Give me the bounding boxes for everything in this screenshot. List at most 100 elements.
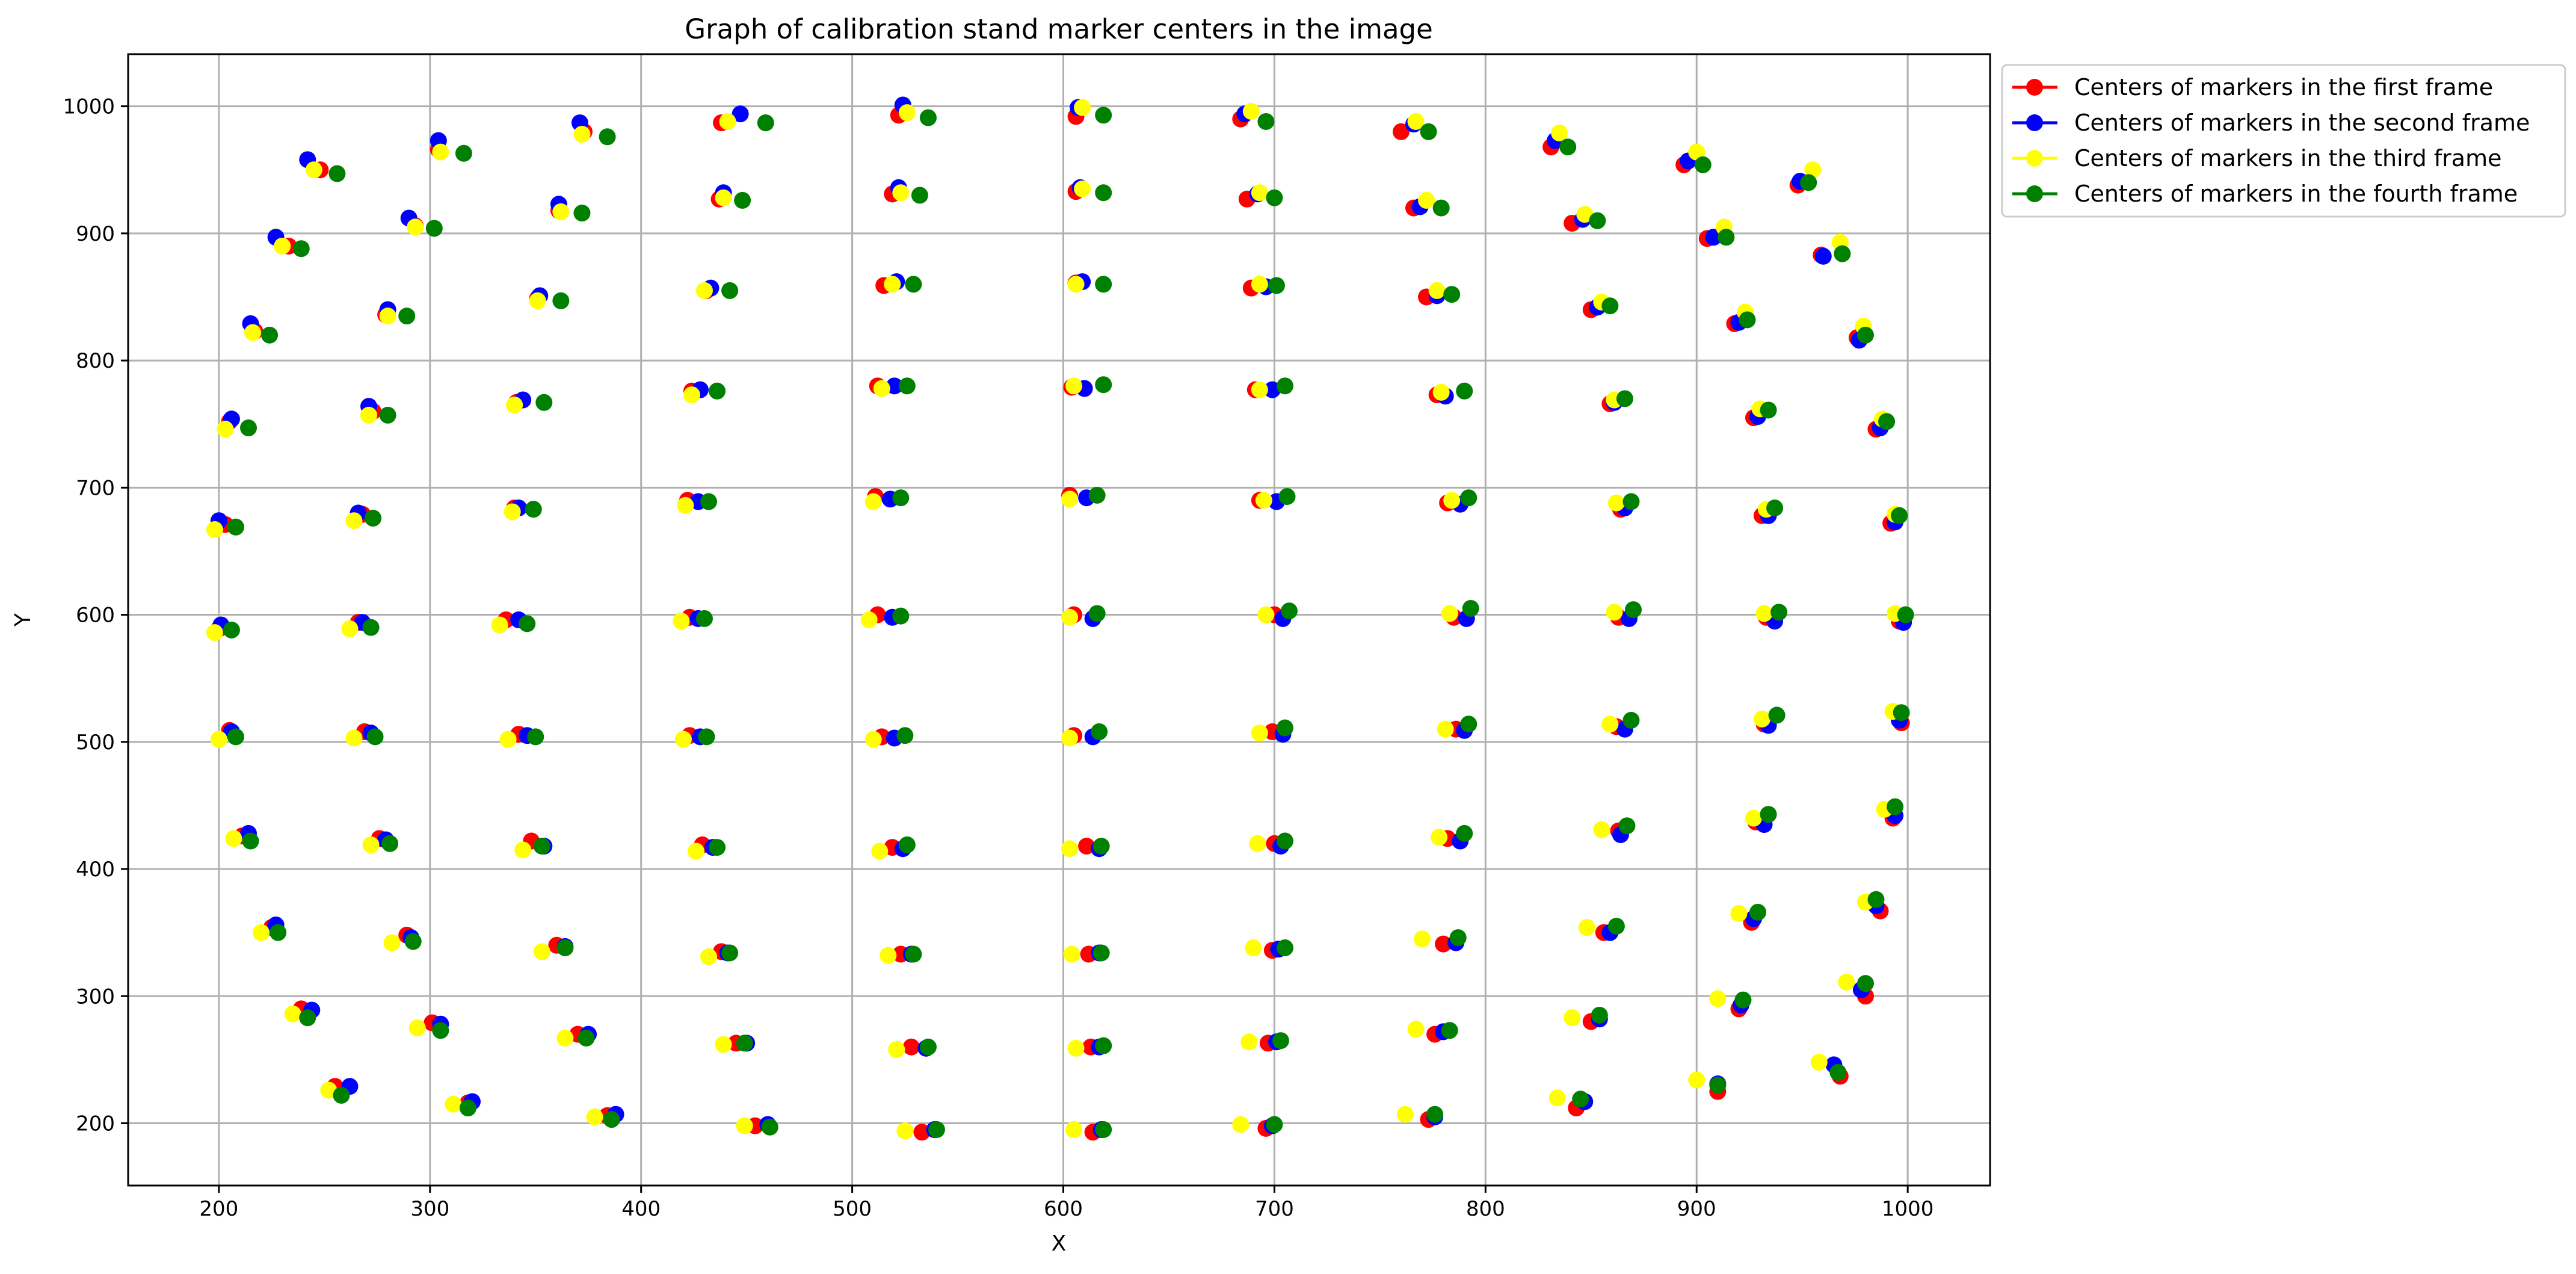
data-point bbox=[1893, 704, 1910, 722]
data-point bbox=[1891, 507, 1908, 524]
data-point bbox=[240, 419, 257, 437]
data-point bbox=[1418, 191, 1435, 209]
data-point bbox=[898, 104, 916, 122]
data-point bbox=[1766, 499, 1784, 517]
data-point bbox=[902, 1038, 920, 1056]
data-point bbox=[1065, 1121, 1083, 1139]
data-point bbox=[1095, 276, 1112, 293]
data-point bbox=[860, 611, 878, 628]
data-point bbox=[519, 615, 536, 632]
data-point bbox=[210, 731, 227, 748]
data-point bbox=[898, 377, 916, 395]
data-point bbox=[1460, 489, 1478, 507]
y-tick-label: 400 bbox=[76, 858, 115, 882]
x-tick-label: 1000 bbox=[1882, 1197, 1934, 1221]
data-point bbox=[892, 489, 910, 507]
data-point bbox=[603, 1111, 620, 1128]
data-point bbox=[1460, 716, 1478, 733]
data-point bbox=[905, 276, 922, 293]
data-point bbox=[928, 1121, 945, 1139]
data-points bbox=[206, 96, 1914, 1141]
legend-marker bbox=[2026, 79, 2043, 96]
data-point bbox=[1061, 840, 1079, 858]
x-tick-label: 500 bbox=[833, 1197, 872, 1221]
y-tick-label: 300 bbox=[76, 985, 115, 1009]
data-point bbox=[328, 165, 346, 182]
data-point bbox=[1280, 602, 1298, 620]
data-point bbox=[1255, 492, 1272, 509]
x-tick-label: 600 bbox=[1044, 1197, 1083, 1221]
data-point bbox=[455, 144, 472, 162]
data-point bbox=[292, 240, 310, 258]
data-point bbox=[1407, 113, 1425, 130]
data-point bbox=[888, 1041, 905, 1058]
data-point bbox=[1257, 606, 1275, 623]
data-point bbox=[1251, 725, 1268, 741]
data-point bbox=[1266, 189, 1283, 206]
data-point bbox=[527, 728, 544, 746]
data-point bbox=[1061, 608, 1079, 626]
data-point bbox=[1092, 944, 1110, 962]
data-point bbox=[227, 518, 244, 536]
data-point bbox=[1857, 975, 1874, 992]
data-point bbox=[761, 1118, 778, 1136]
data-point bbox=[253, 924, 270, 941]
y-tick-label: 200 bbox=[76, 1112, 115, 1136]
plot-frame bbox=[127, 53, 1991, 1187]
data-point bbox=[552, 203, 570, 220]
data-point bbox=[1624, 601, 1642, 619]
data-point bbox=[1095, 107, 1112, 124]
data-point bbox=[721, 944, 739, 962]
data-point bbox=[1061, 729, 1079, 747]
data-point bbox=[1616, 390, 1633, 407]
data-point bbox=[1067, 1039, 1085, 1057]
y-axis-label: Y bbox=[11, 613, 35, 627]
data-point bbox=[1268, 277, 1285, 294]
y-tick-label: 800 bbox=[76, 349, 115, 373]
y-tick-label: 900 bbox=[76, 222, 115, 246]
data-point bbox=[1276, 719, 1293, 737]
data-point bbox=[1572, 1090, 1589, 1108]
data-point bbox=[1814, 247, 1832, 265]
data-point bbox=[341, 620, 359, 637]
x-tick-label: 200 bbox=[199, 1197, 238, 1221]
data-point bbox=[225, 830, 242, 847]
data-point bbox=[1432, 199, 1450, 217]
data-point bbox=[1768, 707, 1786, 724]
data-point bbox=[432, 1022, 449, 1039]
data-point bbox=[284, 1005, 301, 1022]
data-point bbox=[1760, 806, 1777, 823]
data-point bbox=[223, 621, 240, 639]
data-point bbox=[1263, 381, 1281, 398]
data-point bbox=[514, 841, 532, 859]
data-point bbox=[1272, 1032, 1289, 1050]
legend-label: Centers of markers in the fourth frame bbox=[2074, 181, 2518, 207]
data-point bbox=[898, 836, 916, 853]
data-point bbox=[1276, 939, 1293, 956]
x-axis-label: X bbox=[1052, 1231, 1067, 1256]
data-point bbox=[721, 282, 739, 299]
data-point bbox=[892, 184, 910, 202]
data-point bbox=[1878, 413, 1896, 430]
data-point bbox=[873, 380, 890, 397]
data-point bbox=[1088, 486, 1106, 504]
data-point bbox=[244, 324, 262, 341]
data-point bbox=[1251, 184, 1268, 202]
data-point bbox=[1276, 377, 1293, 395]
data-point bbox=[734, 191, 751, 209]
y-tick-label: 500 bbox=[76, 731, 115, 755]
data-point bbox=[1749, 903, 1767, 921]
data-point bbox=[573, 126, 591, 143]
data-point bbox=[227, 728, 244, 746]
data-point bbox=[674, 731, 692, 748]
data-point bbox=[1838, 974, 1855, 991]
x-tick-label: 900 bbox=[1677, 1197, 1716, 1221]
data-point bbox=[1095, 1121, 1112, 1139]
y-tick-label: 1000 bbox=[63, 95, 115, 119]
data-point bbox=[1443, 286, 1461, 303]
data-point bbox=[1755, 605, 1773, 622]
legend-box bbox=[2001, 64, 2566, 218]
data-point bbox=[1718, 229, 1735, 246]
data-point bbox=[404, 933, 422, 950]
data-point bbox=[683, 386, 700, 404]
